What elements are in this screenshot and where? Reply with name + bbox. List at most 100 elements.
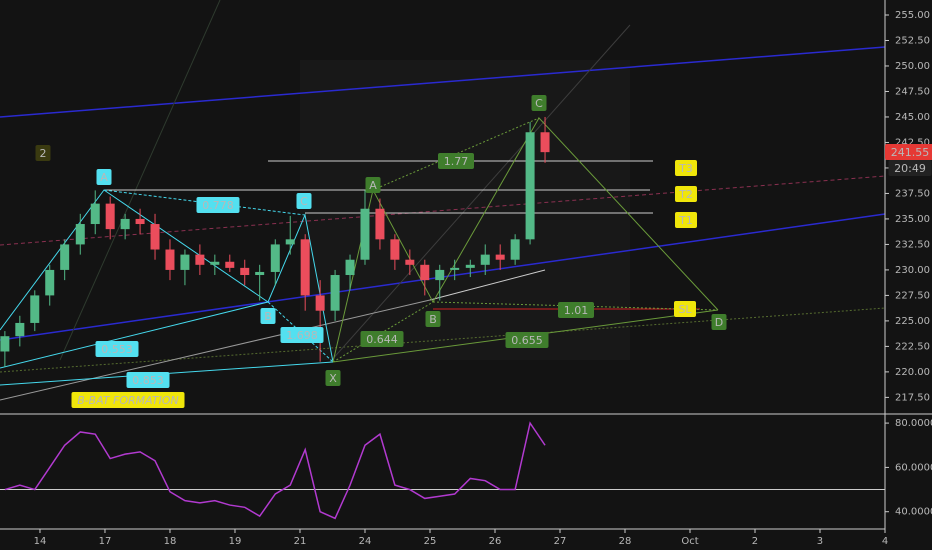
annotation-box xyxy=(711,314,727,330)
bat-pattern xyxy=(0,301,269,369)
y-tick-label: 225.00 xyxy=(895,316,930,327)
x-tick-label: 26 xyxy=(489,536,502,547)
y-tick-label: 220.00 xyxy=(895,367,930,378)
x-tick-label: 19 xyxy=(229,536,242,547)
x-tick-label: 28 xyxy=(619,536,632,547)
candle-body xyxy=(390,239,400,260)
fan-line xyxy=(329,24,631,363)
y-tick-label: 227.50 xyxy=(895,290,930,301)
y-tick-label: 217.50 xyxy=(895,392,930,403)
annotation-box xyxy=(196,197,240,213)
x-tick-label: 27 xyxy=(554,536,567,547)
candle-body xyxy=(150,224,160,250)
annotation-box xyxy=(675,160,697,176)
x-tick-label: Oct xyxy=(681,536,698,547)
y-tick-label: 235.00 xyxy=(895,214,930,225)
annotation-label: SL xyxy=(678,303,692,316)
annotation-box xyxy=(126,372,170,388)
annotation-label: 0.655 xyxy=(511,334,543,347)
annotation-box xyxy=(425,311,441,327)
y-tick-label: 230.00 xyxy=(895,265,930,276)
x-tick-label: 17 xyxy=(99,536,112,547)
trend-line xyxy=(429,269,546,301)
x-tick-label: 24 xyxy=(359,536,372,547)
annotation-label: 0.853 xyxy=(132,374,164,387)
annotation-box xyxy=(675,212,697,228)
annotation-label: 0.778 xyxy=(202,199,234,212)
x-tick-label: 3 xyxy=(817,536,823,547)
annotation-label: 1.01 xyxy=(564,304,589,317)
y-tick-label: 250.00 xyxy=(895,61,930,72)
green-pattern xyxy=(432,301,719,311)
candle-body xyxy=(375,208,385,240)
x-tick-label: 4 xyxy=(882,536,888,547)
annotation-label: T3 xyxy=(678,162,693,175)
candle-body xyxy=(495,254,505,260)
y-tick-label: 40.0000 xyxy=(895,507,932,518)
fan-line xyxy=(59,0,221,361)
annotation-label: X xyxy=(329,372,337,385)
y-tick-label: 232.50 xyxy=(895,239,930,250)
annotation-label: 1.77 xyxy=(444,155,469,168)
x-tick-label: 21 xyxy=(294,536,307,547)
annotation-box xyxy=(35,145,51,161)
trend-line xyxy=(0,299,431,401)
y-tick-label: 237.50 xyxy=(895,188,930,199)
y-tick-label: 80.0000 xyxy=(895,418,932,429)
candle-body xyxy=(330,275,340,311)
dashed-line xyxy=(0,175,886,246)
candle-body xyxy=(300,239,310,296)
annotation-label: A xyxy=(369,179,377,192)
annotation-box xyxy=(360,331,404,347)
candle-body xyxy=(135,218,145,225)
annotation-label: 241.55 xyxy=(891,146,930,159)
annotation-box xyxy=(260,308,276,324)
candle-body xyxy=(195,254,205,265)
annotation-box xyxy=(96,169,112,185)
candle-body xyxy=(165,249,175,270)
annotation-label: B-BAT FORMATION xyxy=(77,394,179,407)
annotation-box xyxy=(95,341,139,357)
candle-body xyxy=(255,271,265,276)
annotation-label: 0.553 xyxy=(101,343,133,356)
y-tick-label: 60.0000 xyxy=(895,462,932,473)
candle-body xyxy=(450,267,460,270)
candle-body xyxy=(240,267,250,276)
annotation-label: 1.698 xyxy=(286,329,318,342)
x-tick-label: 2 xyxy=(752,536,758,547)
candle-body xyxy=(510,239,520,260)
annotation-label: C xyxy=(300,195,308,208)
y-tick-label: 222.50 xyxy=(895,341,930,352)
y-tick-label: 245.00 xyxy=(895,112,930,123)
candle-body xyxy=(105,203,115,230)
annotation-label: 0.644 xyxy=(366,333,398,346)
candle-body xyxy=(525,132,535,240)
y-tick-label: 255.00 xyxy=(895,10,930,21)
y-tick-label: 252.50 xyxy=(895,35,930,46)
annotation-box xyxy=(675,186,697,202)
annotation-label: 20:49 xyxy=(894,162,926,175)
candle-body xyxy=(45,269,55,296)
candle-body xyxy=(420,264,430,281)
green-pattern xyxy=(332,301,434,363)
annotation-label: D xyxy=(715,316,723,329)
candle-body xyxy=(405,259,415,265)
annotation-label: 2 xyxy=(40,147,47,160)
x-tick-label: 18 xyxy=(164,536,177,547)
candle-body xyxy=(210,261,220,265)
candle-body xyxy=(465,264,475,268)
candle-body xyxy=(15,322,25,337)
annotation-box xyxy=(438,153,474,169)
candle-body xyxy=(90,203,100,225)
annotation-box xyxy=(505,332,549,348)
annotation-box xyxy=(888,160,932,176)
annotation-label: T1 xyxy=(678,214,693,227)
annotation-box xyxy=(325,370,341,386)
annotation-box xyxy=(531,95,547,111)
candle-body xyxy=(480,254,490,265)
rsi-line xyxy=(4,421,546,520)
x-tick-label: 14 xyxy=(34,536,47,547)
annotation-label: B xyxy=(429,313,437,326)
candle-body xyxy=(75,224,85,245)
